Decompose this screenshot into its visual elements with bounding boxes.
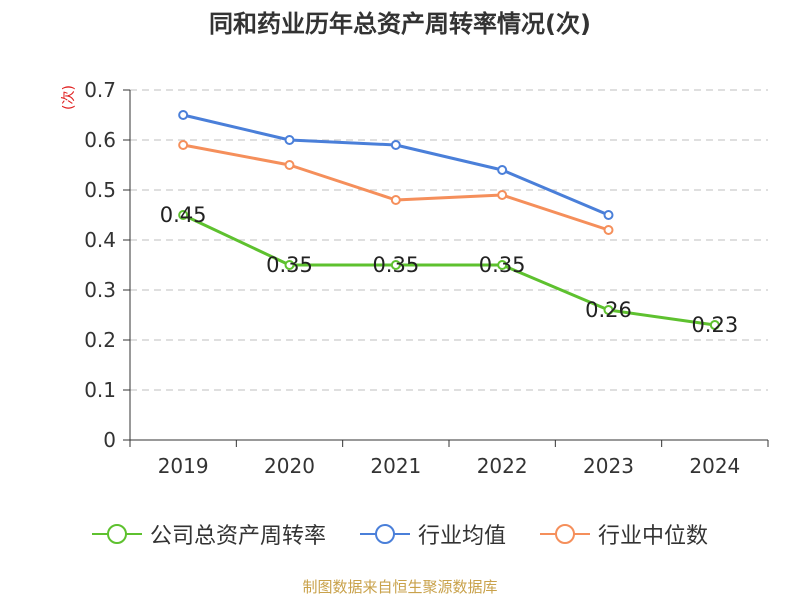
data-point: [284, 160, 295, 170]
x-tick-label: 2024: [689, 454, 740, 478]
legend-orange-line-circle-icon: [540, 522, 590, 546]
data-label: 0.35: [266, 253, 313, 277]
y-tick-label: 0.6: [84, 128, 116, 152]
data-point: [497, 165, 508, 175]
data-point: [284, 135, 295, 145]
legend-green-line-circle-icon: [91, 522, 142, 546]
data-label: 0.35: [372, 253, 419, 277]
legend-item-industry-mean[interactable]: 行业均值: [359, 518, 506, 550]
y-tick-label: 0.7: [84, 78, 116, 102]
data-label: 0.26: [585, 298, 632, 322]
x-tick-label: 2020: [264, 454, 315, 478]
data-point: [178, 140, 189, 150]
x-tick-label: 2019: [158, 454, 209, 478]
data-point: [603, 305, 614, 315]
data-point: [497, 260, 508, 270]
data-point: [497, 190, 508, 200]
data-label: 0.23: [691, 313, 738, 337]
x-tick-label: 2023: [583, 454, 634, 478]
legend: 公司总资产周转率 行业均值 行业中位数: [0, 518, 800, 550]
y-tick-label: 0.3: [84, 278, 116, 302]
legend-item-company[interactable]: 公司总资产周转率: [91, 518, 326, 550]
legend-label-company: 公司总资产周转率: [149, 524, 326, 549]
y-tick-label: 0.1: [84, 378, 116, 402]
legend-label-industry-mean: 行业均值: [417, 524, 506, 549]
data-point: [390, 140, 401, 150]
chart-title: 同和药业历年总资产周转率情况(次): [209, 10, 591, 38]
data-point: [390, 260, 401, 270]
data-point: [709, 320, 720, 330]
y-tick-label: 0: [103, 428, 116, 452]
legend-blue-line-circle-icon: [359, 522, 410, 546]
data-point: [178, 110, 189, 120]
y-tick-label: 0.4: [84, 228, 116, 252]
y-tick-label: 0.2: [84, 328, 116, 352]
data-label: 0.45: [160, 203, 207, 227]
legend-label-industry-median: 行业中位数: [598, 524, 709, 549]
series-line: [182, 213, 716, 327]
data-point: [603, 210, 614, 220]
data-point: [603, 225, 614, 235]
data-point: [390, 195, 401, 205]
data-point: [178, 210, 189, 220]
data-point: [284, 260, 295, 270]
x-tick-label: 2022: [477, 454, 528, 478]
data-label: 0.35: [479, 253, 526, 277]
legend-item-industry-median[interactable]: 行业中位数: [540, 518, 708, 550]
data-source-note: 制图数据来自恒生聚源数据库: [302, 578, 498, 596]
y-tick-label: 0.5: [84, 178, 116, 202]
x-tick-label: 2021: [370, 454, 421, 478]
